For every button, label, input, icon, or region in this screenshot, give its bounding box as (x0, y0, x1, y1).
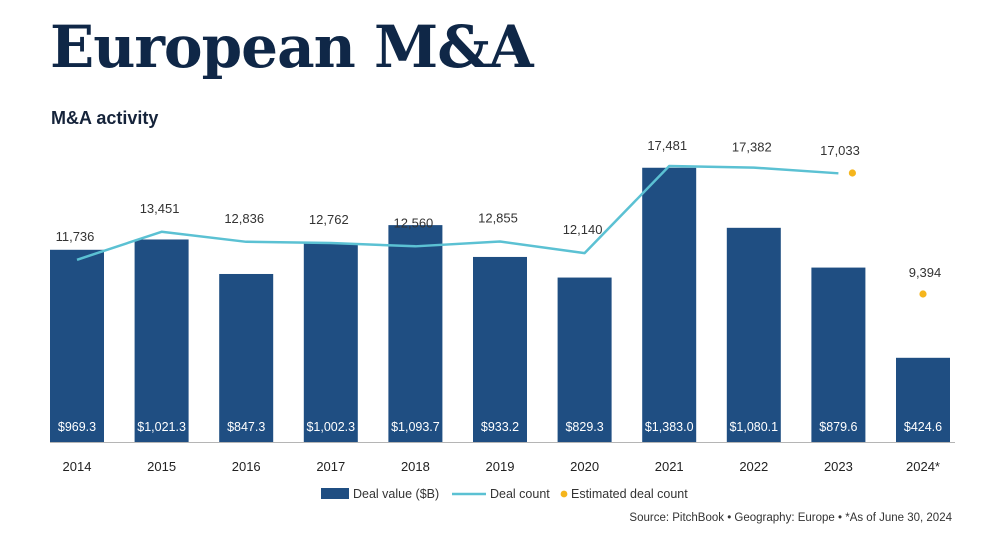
bar-deal-value (219, 273, 274, 442)
estimated-deal-count-dot (919, 290, 927, 298)
deal-count-label: 12,560 (394, 215, 434, 230)
bar-deal-value (726, 227, 781, 442)
x-tick-label: 2021 (655, 459, 684, 474)
x-tick-label: 2015 (147, 459, 176, 474)
bar-value-label: $969.3 (58, 420, 96, 434)
estimated-deal-count-dot (848, 169, 857, 177)
bar-deal-value (642, 167, 697, 442)
source-note: Source: PitchBook • Geography: Europe • … (629, 512, 952, 524)
bar-deal-value (134, 239, 189, 442)
legend-swatch-deal-value (321, 488, 349, 499)
deal-count-line (76, 164, 839, 261)
legend-swatch-estimated (560, 490, 568, 498)
bar-deal-value (811, 267, 866, 442)
x-tick-label: 2023 (824, 459, 853, 474)
bar-value-label: $933.2 (481, 420, 519, 434)
estimated-deal-count-label: 17,033 (820, 143, 860, 158)
chart-subtitle: M&A activity (51, 108, 159, 128)
bar-value-label: $1,080.1 (729, 420, 778, 434)
bar-value-label: $424.6 (904, 420, 942, 434)
x-tick-label: 2024* (906, 459, 940, 474)
deal-count-label: 11,736 (56, 229, 95, 244)
x-tick-label: 2019 (486, 459, 515, 474)
x-tick-label: 2022 (739, 459, 768, 474)
bar-deal-value (473, 256, 527, 442)
deal-count-label: 17,382 (732, 140, 772, 155)
bar-value-label: $1,002.3 (306, 420, 355, 434)
x-tick-label: 2016 (232, 459, 261, 474)
deal-count-label: 17,481 (647, 138, 687, 153)
bar-deal-value (388, 225, 443, 442)
deal-count-label: 12,855 (478, 210, 518, 225)
estimated-deal-count-label: 9,394 (909, 265, 942, 280)
bar-deal-value (557, 277, 612, 442)
legend-label-deal-count: Deal count (490, 487, 550, 501)
page-title: European M&A (50, 13, 534, 81)
x-tick-label: 2017 (316, 459, 345, 474)
deal-count-label: 12,140 (563, 222, 603, 237)
bar-value-label: $879.6 (819, 420, 857, 434)
x-tick-label: 2014 (63, 459, 92, 474)
deal-count-label: 13,451 (140, 201, 180, 216)
x-tick-label: 2020 (570, 459, 599, 474)
bar-deal-value (303, 243, 358, 442)
legend-label-estimated: Estimated deal count (571, 487, 688, 501)
bar-deal-value (896, 357, 950, 442)
legend-label-deal-value: Deal value ($B) (353, 487, 439, 501)
bar-value-label: $847.3 (227, 420, 265, 434)
bar-value-label: $829.3 (565, 420, 603, 434)
bar-value-label: $1,383.0 (645, 420, 694, 434)
bar-deal-value (50, 249, 104, 442)
x-tick-label: 2018 (401, 459, 430, 474)
bar-value-label: $1,021.3 (137, 420, 186, 434)
deal-count-label: 12,836 (224, 211, 264, 226)
deal-count-label: 12,762 (309, 212, 349, 227)
bar-value-label: $1,093.7 (391, 420, 440, 434)
